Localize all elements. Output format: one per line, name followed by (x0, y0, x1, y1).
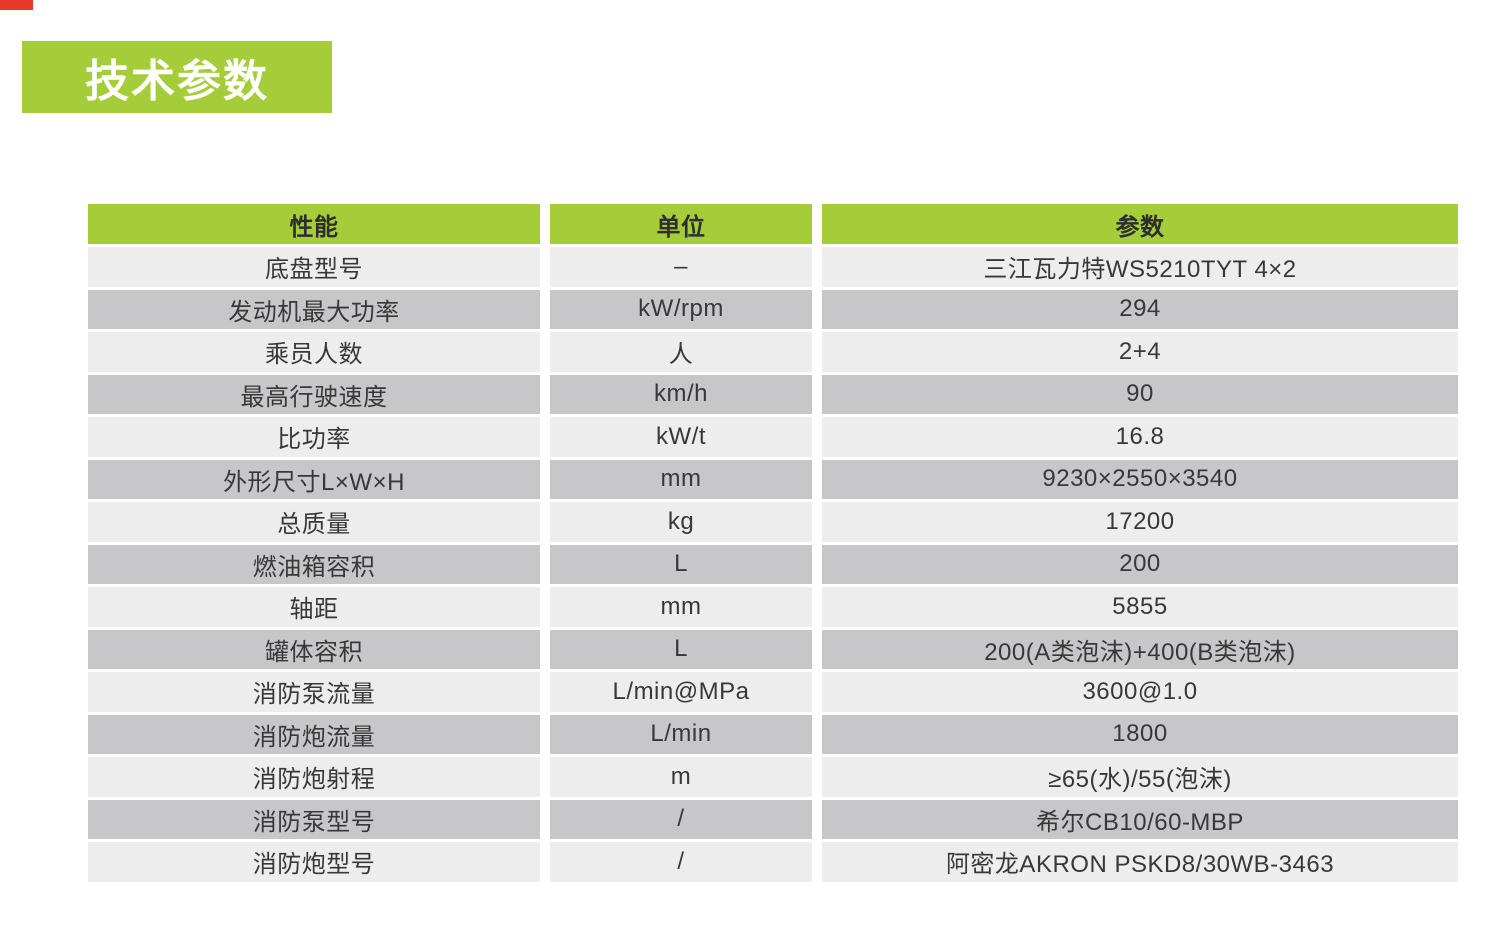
table-cell-value: 17200 (822, 502, 1458, 542)
table-cell-unit: / (550, 799, 812, 839)
table-cell-unit: – (550, 247, 812, 287)
column-header-value: 参数 (822, 204, 1458, 244)
table-cell-property: 消防炮射程 (88, 757, 540, 797)
table-cell-property: 比功率 (88, 417, 540, 457)
table-cell-property: 消防炮型号 (88, 842, 540, 882)
spec-table: 性能 单位 参数 底盘型号 – 三江瓦力特WS5210TYT 4×2 发动机最大… (88, 204, 1458, 882)
table-cell-value: 200 (822, 544, 1458, 584)
table-cell-unit: kW/t (550, 417, 812, 457)
table-cell-property: 燃油箱容积 (88, 544, 540, 584)
table-cell-property: 最高行驶速度 (88, 374, 540, 414)
red-corner-mark (0, 0, 33, 10)
table-cell-unit: mm (550, 587, 812, 627)
table-cell-value: ≥65(水)/55(泡沫) (822, 757, 1458, 797)
table-cell-property: 底盘型号 (88, 247, 540, 287)
table-cell-unit: L (550, 629, 812, 669)
column-header-unit: 单位 (550, 204, 812, 244)
table-cell-value: 16.8 (822, 417, 1458, 457)
table-cell-value: 9230×2550×3540 (822, 459, 1458, 499)
table-cell-unit: kg (550, 502, 812, 542)
table-cell-value: 希尔CB10/60-MBP (822, 799, 1458, 839)
table-cell-unit: L/min@MPa (550, 672, 812, 712)
table-cell-unit: kW/rpm (550, 289, 812, 329)
table-cell-unit: mm (550, 459, 812, 499)
table-cell-unit: 人 (550, 332, 812, 372)
table-cell-property: 罐体容积 (88, 629, 540, 669)
table-cell-property: 轴距 (88, 587, 540, 627)
section-title-badge: 技术参数 (22, 41, 332, 113)
table-cell-property: 消防泵型号 (88, 799, 540, 839)
table-cell-value: 阿密龙AKRON PSKD8/30WB-3463 (822, 842, 1458, 882)
table-cell-value: 3600@1.0 (822, 672, 1458, 712)
table-cell-unit: / (550, 842, 812, 882)
table-cell-property: 发动机最大功率 (88, 289, 540, 329)
table-cell-value: 90 (822, 374, 1458, 414)
table-cell-value: 三江瓦力特WS5210TYT 4×2 (822, 247, 1458, 287)
table-cell-value: 2+4 (822, 332, 1458, 372)
table-cell-unit: m (550, 757, 812, 797)
table-cell-property: 总质量 (88, 502, 540, 542)
table-cell-unit: km/h (550, 374, 812, 414)
column-header-property: 性能 (88, 204, 540, 244)
table-cell-value: 200(A类泡沫)+400(B类泡沫) (822, 629, 1458, 669)
table-cell-unit: L (550, 544, 812, 584)
table-cell-property: 外形尺寸L×W×H (88, 459, 540, 499)
table-cell-unit: L/min (550, 714, 812, 754)
table-cell-property: 消防炮流量 (88, 714, 540, 754)
table-cell-value: 294 (822, 289, 1458, 329)
table-cell-value: 5855 (822, 587, 1458, 627)
table-cell-property: 乘员人数 (88, 332, 540, 372)
section-title: 技术参数 (85, 57, 269, 106)
table-cell-value: 1800 (822, 714, 1458, 754)
table-cell-property: 消防泵流量 (88, 672, 540, 712)
